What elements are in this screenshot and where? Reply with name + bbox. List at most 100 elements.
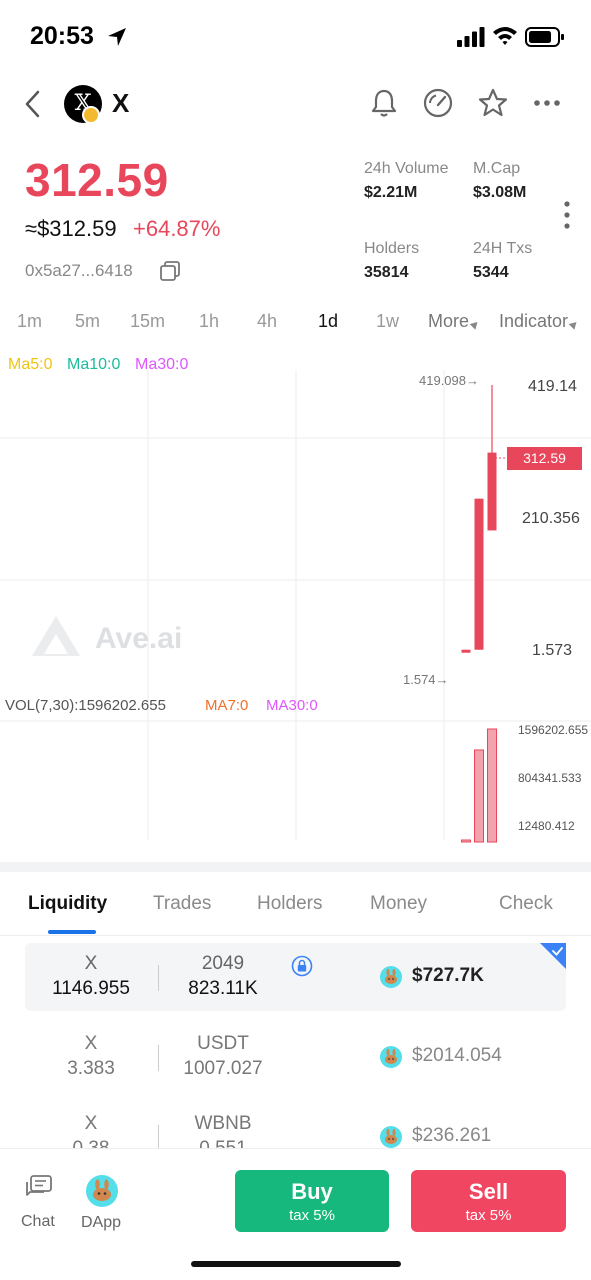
price-usd: ≈$312.59 [25,216,117,241]
timeframe-1h[interactable]: 1h [199,311,220,331]
chat-icon[interactable] [24,1173,54,1203]
tab-money[interactable]: Money [370,893,428,914]
volume-bar [474,749,484,843]
battery-icon [525,27,564,47]
contract-address[interactable]: 0x5a27...6418 [25,261,133,280]
ma10-legend: Ma10:0 [67,356,121,373]
home-indicator [191,1261,401,1267]
sell-button[interactable]: Sell tax 5% [411,1170,566,1232]
liquidity-row[interactable]: X 0.38 WBNB 0.551 $236.261 [25,1103,566,1148]
txs-label: 24H Txs [473,240,533,257]
back-icon[interactable] [18,86,48,122]
section-divider [0,862,591,872]
candles-group [461,385,497,653]
volume-bar [487,728,497,843]
chat-label[interactable]: Chat [21,1213,55,1230]
pair-amount: 0.551 [175,1138,271,1148]
tab-check[interactable]: Check [499,893,553,914]
pancakeswap-icon [380,1046,402,1068]
timeframe-1d[interactable]: 1d [318,311,339,331]
bnb-chain-badge-icon [82,106,100,124]
timeframe-15m[interactable]: 15m [130,311,166,331]
indicator-label: Indicator [499,311,569,331]
timeframe-1m[interactable]: 1m [17,311,43,331]
token-symbol: X [84,1033,98,1054]
liquidity-value: $2014.054 [412,1045,502,1066]
candle [461,649,471,653]
column-separator [158,1045,159,1071]
ma5-legend: Ma5:0 [8,356,53,373]
volume-legend: VOL(7,30):1596202.655 [5,697,166,714]
buy-label: Buy [291,1179,333,1204]
dapp-pancakeswap-icon[interactable] [86,1175,118,1207]
holders-value: 35814 [364,264,409,281]
pair-amount: 823.11K [188,978,258,999]
tab-liquidity[interactable]: Liquidity [28,893,108,914]
timeframe-4h[interactable]: 4h [257,311,278,331]
vol-ma30-legend: MA30:0 [266,697,318,714]
buy-tax: tax 5% [289,1207,335,1224]
column-separator [158,1125,159,1148]
volume-bar [461,839,471,843]
price-axis-bottom: 1.573 [532,642,573,659]
pair-symbol: 2049 [201,953,245,974]
tab-trades[interactable]: Trades [153,893,212,914]
star-icon[interactable] [476,86,510,120]
liquidity-row[interactable]: X 1146.955 2049 823.11K $727.7K [25,943,566,1011]
mcap-label: M.Cap [473,160,521,177]
column-separator [158,965,159,991]
tab-holders[interactable]: Holders [257,893,323,914]
indicator-dropdown[interactable]: Indicator [499,311,580,332]
price-axis-top: 419.14 [528,378,577,395]
buy-button[interactable]: Buy tax 5% [235,1170,389,1232]
volume-axis-bottom: 12480.412 [518,819,575,833]
watermark-text: Ave.ai [95,622,183,655]
token-amount: 0.38 [35,1138,147,1148]
token-amount: 1146.955 [52,978,130,999]
more-timeframes-dropdown[interactable]: More [428,311,481,332]
copy-icon[interactable] [158,259,182,283]
volume-axis-mid: 804341.533 [518,771,582,785]
vertical-dots-icon[interactable] [561,198,573,234]
liquidity-value: $727.7K [412,965,484,986]
pancakeswap-icon [380,966,402,988]
lock-icon [291,955,313,977]
ave-logo-watermark-icon [28,612,228,668]
sell-tax: tax 5% [465,1207,512,1224]
dropdown-arrow-icon [469,319,481,330]
location-arrow-icon [108,28,126,46]
high-price-label: 419.098→ [419,373,479,388]
token-symbol: X [84,953,98,974]
pair-symbol: WBNB [194,1113,252,1134]
chart-grid [0,370,591,840]
more-options-icon[interactable] [532,86,566,120]
txs-value: 5344 [473,264,509,281]
holders-label: Holders [364,240,420,257]
timeframe-5m[interactable]: 5m [75,311,101,331]
speedometer-icon[interactable] [421,86,455,120]
cellular-signal-icon [457,27,485,47]
price-axis-mid: 210.356 [522,510,580,527]
timeframe-1w[interactable]: 1w [376,311,400,331]
dapp-label[interactable]: DApp [81,1214,122,1231]
current-price: 312.59 [25,154,169,206]
candle [487,452,497,531]
token-symbol: X [84,1113,98,1134]
volume-value: $2.21M [364,184,418,201]
volume-axis-top: 1596202.655 [518,723,589,737]
price-change-percent: +64.87% [133,216,221,241]
more-label: More [428,311,470,331]
active-tab-indicator [48,930,96,934]
checkmark-corner-icon [540,943,566,969]
status-bar: 20:53 [0,0,591,72]
candle [474,498,484,650]
bell-icon[interactable] [367,86,401,120]
liquidity-value: $236.261 [412,1125,492,1146]
pair-symbol: USDT [197,1033,249,1054]
vol-ma7-legend: MA7:0 [205,697,249,714]
liquidity-row[interactable]: X 3.383 USDT 1007.027 $2014.054 [25,1023,566,1091]
price-chart[interactable] [0,340,591,860]
current-price-tag: 312.59 [507,447,582,470]
volume-bars-group [461,728,497,843]
ma30-legend: Ma30:0 [135,356,189,373]
